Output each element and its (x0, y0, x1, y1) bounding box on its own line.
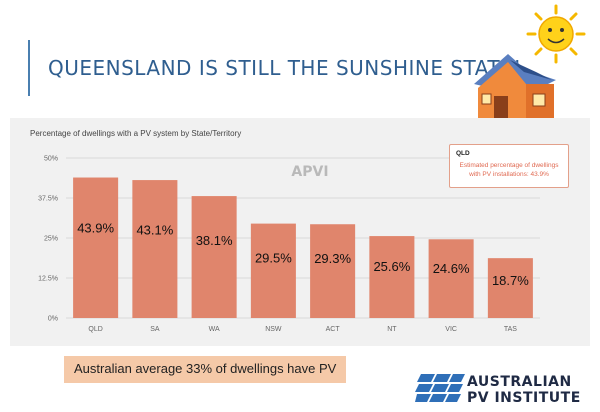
title-accent-rule (28, 40, 30, 96)
bar-sa[interactable] (132, 180, 178, 318)
x-tick-label: NSW (265, 326, 282, 333)
data-label: 29.5% (255, 251, 292, 266)
data-label: 43.1% (136, 222, 173, 237)
apvi-logo: AUSTRALIAN PV INSTITUTE (415, 372, 585, 408)
x-tick-label: QLD (88, 326, 102, 333)
apvi-watermark: APVI (291, 164, 328, 180)
y-tick-label: 12.5% (38, 276, 58, 283)
logo-line-1: AUSTRALIAN (467, 374, 572, 390)
bar-nt[interactable] (369, 236, 415, 318)
x-tick-label: ACT (326, 326, 341, 333)
logo-mark-icon (415, 374, 465, 402)
tooltip-heading: QLD (456, 150, 470, 157)
qld-tooltip: QLD Estimated percentage of dwellings wi… (449, 144, 569, 188)
x-tick-label: VIC (445, 326, 457, 333)
x-tick-label: WA (209, 326, 220, 333)
sun-icon (526, 4, 586, 64)
bar-tas[interactable] (487, 258, 533, 318)
tooltip-line-2: with PV installations: 43.9% (469, 171, 549, 178)
y-tick-label: 0% (48, 316, 58, 323)
logo-line-2: PV INSTITUTE (467, 390, 581, 406)
y-tick-label: 37.5% (38, 196, 58, 203)
bar-act[interactable] (310, 224, 356, 318)
data-label: 25.6% (373, 259, 410, 274)
x-tick-label: TAS (504, 326, 517, 333)
data-label: 38.1% (196, 233, 233, 248)
bar-vic[interactable] (428, 239, 474, 318)
average-note: Australian average 33% of dwellings have… (64, 356, 346, 383)
data-label: 18.7% (492, 273, 529, 288)
chart-title: Percentage of dwellings with a PV system… (30, 129, 242, 138)
data-label: 24.6% (433, 261, 470, 276)
slide-title: QUEENSLAND IS STILL THE SUNSHINE STATE! (48, 56, 522, 80)
data-label: 29.3% (314, 251, 351, 266)
logo-text: AUSTRALIAN PV INSTITUTE (467, 374, 581, 406)
y-tick-label: 25% (44, 236, 58, 243)
bar-nsw[interactable] (250, 223, 296, 318)
y-tick-label: 50% (44, 156, 58, 163)
data-label: 43.9% (77, 221, 114, 236)
bar-wa[interactable] (191, 196, 237, 318)
x-tick-label: SA (150, 326, 160, 333)
bar-qld[interactable] (73, 177, 119, 318)
x-tick-label: NT (387, 326, 397, 333)
tooltip-line-1: Estimated percentage of dwellings (459, 162, 559, 169)
